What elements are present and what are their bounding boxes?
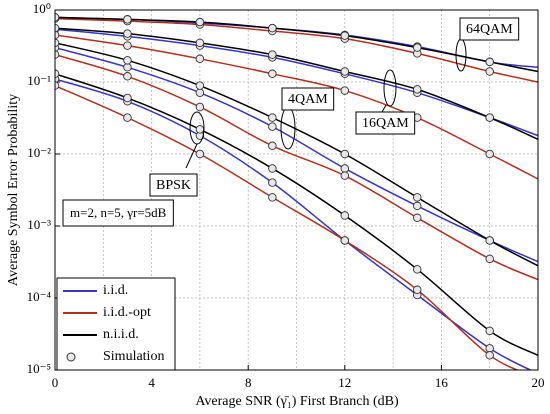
curve	[55, 73, 538, 356]
plot-frame	[54, 9, 539, 371]
annotation-label: 16QAM	[362, 116, 409, 131]
simulation-point	[123, 56, 132, 65]
curve	[55, 46, 538, 263]
y-tick-label: 10⁻²	[27, 145, 51, 160]
simulation-point	[340, 164, 350, 173]
curve	[55, 84, 520, 370]
simulation-point	[485, 113, 494, 122]
simulation-point	[413, 265, 422, 274]
simulation-point	[195, 38, 205, 48]
curve	[55, 53, 538, 281]
simulation-point	[195, 17, 205, 27]
simulation-point	[268, 69, 277, 79]
simulation-point	[485, 344, 494, 353]
simulation-point	[123, 29, 132, 38]
y-tick-label: 10⁻¹	[27, 73, 51, 88]
annotation-box	[281, 87, 335, 111]
simulation-point	[195, 149, 205, 159]
simulation-point	[268, 164, 277, 173]
simulation-point	[123, 93, 132, 103]
simulation-point	[485, 326, 494, 336]
annotation-leader	[381, 104, 387, 113]
y-axis-label: Average Symbol Error Probability	[6, 94, 21, 286]
curve	[55, 27, 538, 140]
annotation-label: 64QAM	[466, 22, 513, 37]
simulation-point	[485, 254, 494, 264]
simulation-point	[340, 236, 350, 245]
simulation-point	[195, 125, 205, 134]
curves	[55, 13, 538, 370]
legend-label: n.i.i.d.	[103, 327, 139, 342]
legend: i.i.d. i.i.d.-opt n.i.i.d. Simulation	[56, 277, 176, 371]
simulation-point	[340, 86, 350, 95]
curve	[55, 34, 538, 180]
simulation-point	[413, 201, 422, 211]
y-tick-label: 10⁰	[33, 1, 51, 16]
simulation-point	[268, 141, 277, 151]
simulation-point	[268, 122, 277, 131]
curve	[55, 17, 538, 83]
simulation-point	[485, 236, 494, 245]
legend-box	[56, 277, 176, 371]
simulation-point	[340, 31, 350, 40]
annotations: BPSK 4QAM 16QAM 64QAM m=2, n=5, γr=5dB	[62, 17, 520, 227]
simulation-point	[195, 54, 205, 64]
legend-label: i.i.d.-opt	[103, 305, 151, 320]
annotation-box	[355, 111, 416, 135]
legend-label: i.i.d.	[103, 283, 128, 298]
simulation-point	[340, 171, 350, 180]
curve	[55, 16, 538, 73]
x-tick-label: 0	[52, 375, 59, 390]
curve	[55, 42, 538, 267]
curve	[55, 78, 533, 370]
simulation-point	[268, 193, 277, 202]
simulation-point	[268, 23, 277, 33]
legend-swatch	[66, 352, 76, 362]
simulation-point	[123, 63, 132, 72]
simulation-point	[268, 113, 277, 122]
y-tick-label: 10⁻⁴	[27, 289, 52, 304]
parameter-label: m=2, n=5, γr=5dB	[70, 205, 167, 220]
simulation-point	[195, 102, 205, 112]
simulation-point	[485, 57, 494, 67]
simulation-point	[413, 85, 422, 94]
simulation-point	[485, 67, 494, 76]
simulation-point	[123, 113, 132, 122]
simulation-point	[123, 15, 132, 24]
simulation-point	[123, 41, 132, 50]
annotation-label: BPSK	[156, 178, 191, 193]
simulation-point	[340, 211, 350, 220]
group-ellipse	[383, 69, 397, 107]
simulation-point	[413, 43, 422, 52]
y-tick-label: 10⁻³	[27, 217, 51, 232]
x-axis-label: Average SNR (γ̄₁) First Branch (dB)	[195, 394, 399, 409]
annotation-leader	[185, 143, 198, 169]
x-tick-label: 16	[435, 375, 449, 390]
x-tick-label: 4	[148, 375, 155, 390]
simulation-point	[195, 88, 205, 97]
simulation-point	[413, 213, 422, 223]
x-tick-label: 20	[532, 375, 545, 390]
x-tick-label: 8	[245, 375, 252, 390]
simulation-point	[413, 285, 422, 295]
simulation-point	[268, 50, 277, 59]
parameter-box	[62, 199, 174, 227]
legend-label: Simulation	[103, 349, 164, 364]
simulation-point	[485, 351, 494, 360]
annotation-box	[149, 173, 198, 197]
x-tick-label: 12	[338, 375, 351, 390]
y-tick-label: 10⁻⁵	[27, 361, 51, 376]
simulation-point	[195, 81, 205, 90]
simulation-point	[123, 72, 132, 81]
simulation-point	[413, 193, 422, 202]
annotation-box	[459, 17, 520, 41]
simulation-point	[268, 178, 277, 187]
simulation-point	[485, 149, 494, 159]
simulation-point	[340, 67, 350, 76]
simulation-point	[340, 149, 350, 159]
annotation-label: 4QAM	[288, 92, 328, 107]
